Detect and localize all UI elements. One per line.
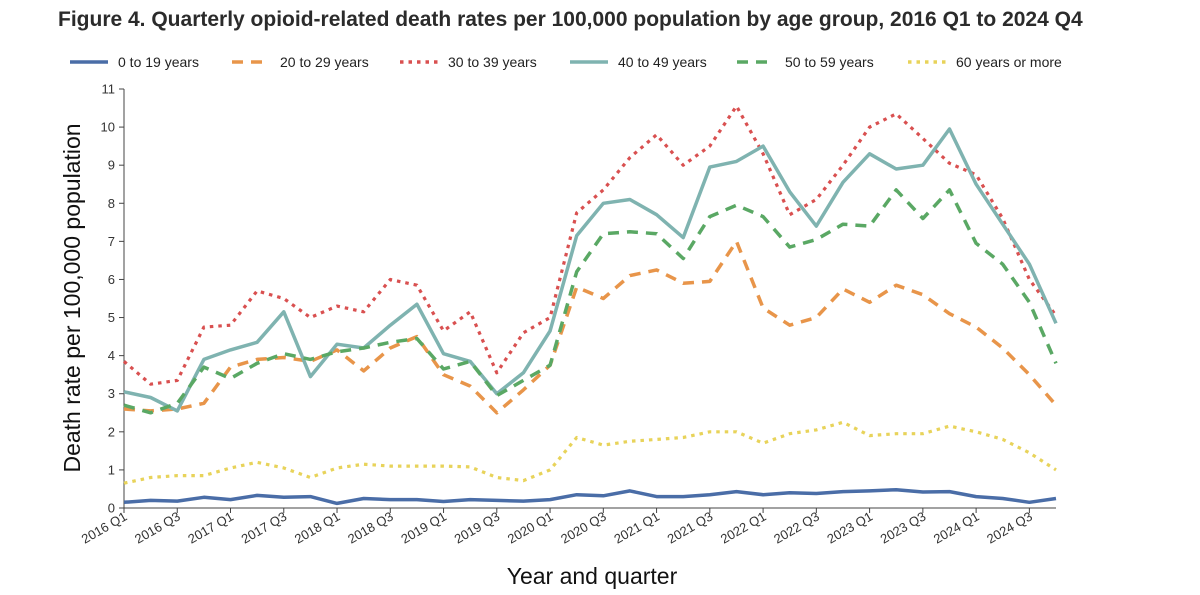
series-line-20-to-29-years (123, 239, 1058, 415)
x-tick-label: 2023 Q3 (878, 509, 929, 547)
y-axis-title: Death rate per 100,000 population (59, 123, 85, 472)
series-lines (122, 104, 1058, 506)
x-tick-label: 2023 Q1 (824, 509, 875, 547)
x-tick-label: 2022 Q1 (718, 509, 769, 547)
legend-label-50-to-59-years: 50 to 59 years (785, 54, 874, 70)
y-tick-label: 2 (108, 424, 115, 439)
y-tick-label: 1 (108, 462, 115, 477)
legend-label-40-to-49-years: 40 to 49 years (618, 54, 707, 70)
legend-label-30-to-39-years: 30 to 39 years (448, 54, 537, 70)
y-tick-label: 11 (102, 82, 116, 97)
x-tick-label: 2017 Q1 (185, 509, 236, 547)
series-line-50-to-59-years (123, 188, 1058, 415)
legend: 0 to 19 years 20 to 29 years 30 to 39 year… (70, 54, 1062, 70)
y-tick-label: 3 (108, 386, 115, 401)
series-line-30-to-39-years (122, 104, 1058, 386)
y-tick-label: 8 (108, 196, 115, 211)
y-axis: 0 1 2 3 4 5 6 7 8 9 10 11 (101, 82, 125, 516)
legend-label-20-to-29-years: 20 to 29 years (280, 54, 369, 70)
series-line-0-to-19-years (123, 487, 1057, 506)
x-axis: 2016 Q1 2016 Q3 2017 Q1 2017 Q3 2018 Q1 2018 … (79, 507, 1056, 547)
y-tick-label: 6 (108, 272, 115, 287)
x-tick-label: 2021 Q1 (611, 509, 662, 547)
legend-label-60-years-or-more: 60 years or more (956, 54, 1062, 70)
x-tick-label: 2019 Q1 (398, 509, 449, 547)
x-tick-label: 2018 Q1 (292, 509, 343, 547)
x-tick-label: 2020 Q1 (505, 509, 556, 547)
series-line-60-years-or-more (123, 420, 1057, 485)
x-tick-label: 2016 Q3 (132, 509, 183, 547)
x-tick-label: 2018 Q3 (345, 509, 396, 547)
x-tick-label: 2024 Q3 (984, 509, 1035, 547)
y-tick-label: 9 (108, 158, 115, 173)
x-tick-label: 2016 Q1 (79, 509, 130, 547)
x-tick-label: 2024 Q1 (931, 509, 982, 547)
legend-label-0-to-19-years: 0 to 19 years (118, 54, 199, 70)
x-tick-label: 2020 Q3 (558, 509, 609, 547)
x-tick-label: 2017 Q3 (239, 509, 290, 547)
y-tick-label: 4 (108, 348, 115, 363)
y-tick-label: 5 (108, 310, 115, 325)
chart-title: Figure 4. Quarterly opioid-related death… (58, 8, 1083, 31)
x-tick-label: 2022 Q3 (771, 509, 822, 547)
y-tick-label: 0 (108, 501, 115, 516)
series-line-40-to-49-years (123, 127, 1058, 413)
x-tick-label: 2021 Q3 (665, 509, 716, 547)
y-tick-label: 10 (101, 120, 115, 135)
y-tick-label: 7 (108, 234, 115, 249)
x-axis-title: Year and quarter (507, 563, 678, 589)
x-tick-label: 2019 Q3 (452, 509, 503, 547)
